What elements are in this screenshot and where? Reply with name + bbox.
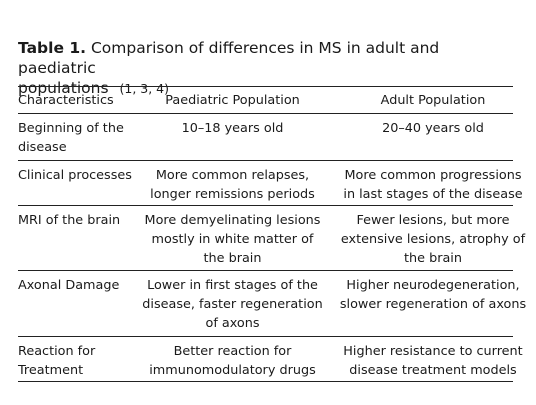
cell-text: Higher neurodegeneration,	[346, 278, 520, 293]
caption-label: Table 1.	[18, 39, 87, 57]
caption-refs: (1, 3, 4)	[119, 81, 170, 96]
table-cell: Better reaction for immunomodulatory drug…	[140, 342, 325, 380]
cell-text: More demyelinating lesions	[144, 213, 321, 228]
cell-text: 10–18 years old	[181, 121, 284, 136]
cell-text: Higher resistance to current	[343, 344, 523, 359]
cell-text: immunomodulatory drugs	[149, 363, 316, 378]
table-cell: MRI of the brain	[18, 211, 148, 230]
cell-text: longer remissions periods	[150, 187, 315, 202]
table: Characteristics Paediatric Population Adul…	[18, 86, 526, 382]
table-cell: Beginning of the disease	[18, 119, 148, 157]
table-cell: More common relapses, longer remissions p…	[140, 166, 325, 204]
cell-text: disease	[18, 140, 67, 155]
cell-text: Beginning of the	[18, 121, 124, 136]
cell-text: in last stages of the disease	[343, 187, 523, 202]
table-cell: Fewer lesions, but more extensive lesions…	[333, 211, 533, 268]
table-row: Beginning of the disease 10–18 years old 20…	[18, 114, 513, 161]
table-cell: 20–40 years old	[333, 119, 533, 138]
table-cell: More common progressions in last stages o…	[333, 166, 533, 204]
table-cell: More demyelinating lesions mostly in whit…	[140, 211, 325, 268]
header-cell: Paediatric Population	[140, 91, 325, 110]
cell-text: slower regeneration of axons	[339, 297, 527, 312]
cell-text: the brain	[203, 251, 262, 266]
caption-text: populations	[18, 79, 109, 97]
cell-text: disease treatment models	[349, 363, 517, 378]
cell-text: 20–40 years old	[382, 121, 484, 136]
cell-text: Fewer lesions, but more	[356, 213, 510, 228]
table-header-row: Characteristics Paediatric Population Adul…	[18, 87, 513, 114]
header-cell: Characteristics	[18, 91, 148, 110]
header-cell: Adult Population	[333, 91, 533, 110]
table-cell: 10–18 years old	[140, 119, 325, 138]
header-text: Characteristics	[18, 93, 114, 108]
table-cell: Reaction for Treatment	[18, 342, 148, 380]
table-cell: Clinical processes	[18, 166, 148, 185]
cell-text: More common relapses,	[155, 168, 310, 183]
cell-text: mostly in white matter of	[151, 232, 314, 247]
table-caption: Table 1. Comparison of differences in MS…	[18, 38, 514, 99]
cell-text: MRI of the brain	[18, 213, 121, 228]
table-row: Reaction for Treatment Better reaction for…	[18, 337, 523, 382]
cell-text: disease, faster regeneration	[142, 297, 323, 312]
cell-text: Lower in first stages of the	[147, 278, 318, 293]
header-text: Adult Population	[380, 93, 486, 108]
cell-text: the brain	[404, 251, 462, 266]
cell-text: Better reaction for	[173, 344, 292, 359]
table-cell: Higher resistance to current disease trea…	[333, 342, 533, 380]
cell-text: Reaction for	[18, 344, 96, 359]
cell-text: More common progressions	[344, 168, 522, 183]
table-row: Clinical processes More common relapses, l…	[18, 161, 523, 206]
table-row: Axonal Damage Lower in first stages of th…	[18, 271, 526, 337]
table-cell: Lower in first stages of the disease, fas…	[140, 276, 325, 333]
caption-text: Comparison of differences in MS in adult…	[18, 39, 440, 77]
cell-text: Axonal Damage	[18, 278, 120, 293]
cell-text: Treatment	[18, 363, 84, 378]
table-cell: Axonal Damage	[18, 276, 148, 295]
header-text: Paediatric Population	[165, 93, 300, 108]
cell-text: extensive lesions, atrophy of	[340, 232, 526, 247]
cell-text: Clinical processes	[18, 168, 132, 183]
cell-text: of axons	[205, 316, 260, 331]
table-cell: Higher neurodegeneration, slower regenera…	[333, 276, 533, 314]
table-row: MRI of the brain More demyelinating lesio…	[18, 206, 525, 271]
